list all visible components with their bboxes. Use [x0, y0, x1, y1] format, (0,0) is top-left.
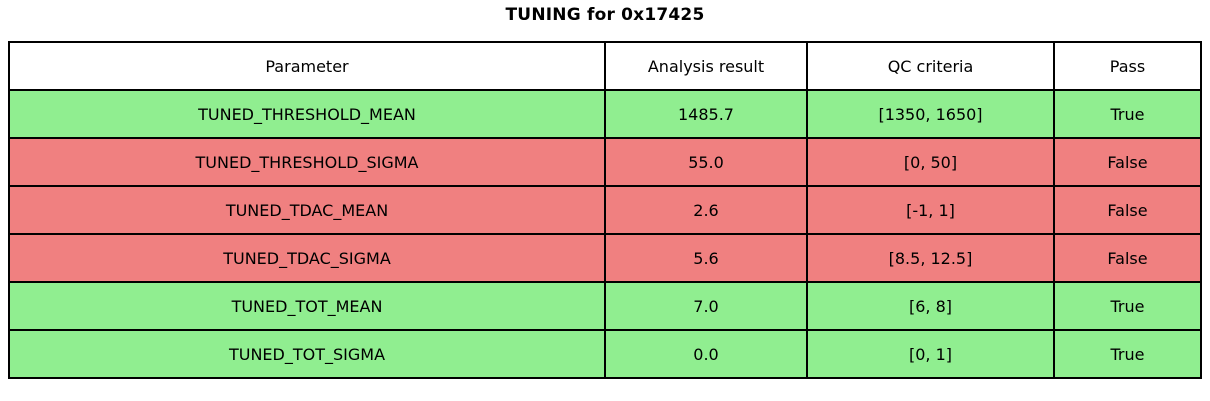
cell-qc_criteria: [6, 8] [806, 281, 1055, 331]
page-title: TUNING for 0x17425 [505, 5, 705, 25]
cell-qc_criteria: [1350, 1650] [806, 89, 1055, 139]
cell-analysis_result: 2.6 [604, 185, 808, 235]
table-row: TUNED_THRESHOLD_MEAN 1485.7 [1350, 1650] Tr… [8, 89, 1202, 139]
cell-parameter: TUNED_TOT_SIGMA [8, 329, 606, 379]
table-row: TUNED_TDAC_SIGMA 5.6 [8.5, 12.5] False [8, 233, 1202, 283]
cell-qc_criteria: [0, 1] [806, 329, 1055, 379]
cell-parameter: TUNED_TDAC_SIGMA [8, 233, 606, 283]
table-row: TUNED_TOT_MEAN 7.0 [6, 8] True [8, 281, 1202, 331]
cell-parameter: TUNED_TDAC_MEAN [8, 185, 606, 235]
table-row: TUNED_TOT_SIGMA 0.0 [0, 1] True [8, 329, 1202, 379]
table-row: TUNED_TDAC_MEAN 2.6 [-1, 1] False [8, 185, 1202, 235]
cell-analysis_result: 7.0 [604, 281, 808, 331]
cell-pass: True [1053, 281, 1202, 331]
cell-qc_criteria: [0, 50] [806, 137, 1055, 187]
cell-parameter: TUNED_TOT_MEAN [8, 281, 606, 331]
cell-analysis_result: 1485.7 [604, 89, 808, 139]
cell-qc_criteria: [8.5, 12.5] [806, 233, 1055, 283]
column-header-analysis_result: Analysis result [604, 41, 808, 91]
cell-pass: False [1053, 137, 1202, 187]
cell-analysis_result: 55.0 [604, 137, 808, 187]
column-header-parameter: Parameter [8, 41, 606, 91]
cell-qc_criteria: [-1, 1] [806, 185, 1055, 235]
qc-results-table: Parameter Analysis result QC criteria Pass … [8, 41, 1202, 379]
table-header-row: Parameter Analysis result QC criteria Pass [8, 41, 1202, 91]
column-header-pass: Pass [1053, 41, 1202, 91]
cell-parameter: TUNED_THRESHOLD_MEAN [8, 89, 606, 139]
cell-pass: False [1053, 233, 1202, 283]
cell-pass: False [1053, 185, 1202, 235]
column-header-qc_criteria: QC criteria [806, 41, 1055, 91]
cell-pass: True [1053, 89, 1202, 139]
table-row: TUNED_THRESHOLD_SIGMA 55.0 [0, 50] False [8, 137, 1202, 187]
cell-analysis_result: 5.6 [604, 233, 808, 283]
cell-pass: True [1053, 329, 1202, 379]
cell-parameter: TUNED_THRESHOLD_SIGMA [8, 137, 606, 187]
cell-analysis_result: 0.0 [604, 329, 808, 379]
